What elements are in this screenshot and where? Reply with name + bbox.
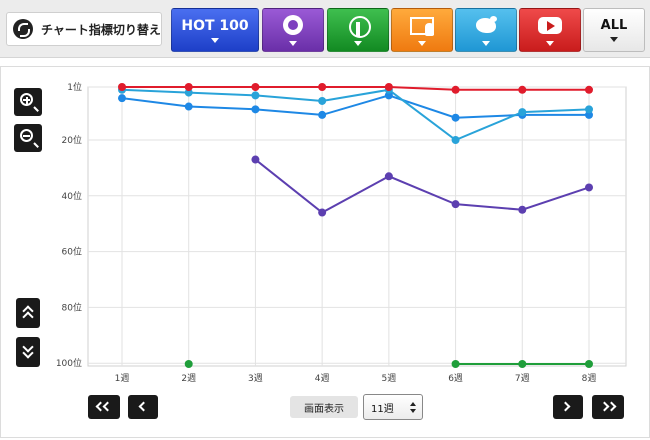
data-point: [585, 85, 593, 94]
zoom-out-button[interactable]: [14, 124, 42, 152]
data-point: [384, 91, 393, 100]
data-point: [251, 91, 260, 100]
data-point: [184, 102, 193, 111]
labels-layer: 1位 20位 40位 60位 80位 100位 1週 2週 3週 4週 5週 6週 7週 8週: [56, 81, 597, 384]
caret-down-icon: [211, 37, 219, 43]
data-point: [318, 110, 327, 119]
computer-disc-icon: [409, 15, 435, 37]
caret-down-icon: [354, 40, 362, 46]
data-point: [184, 360, 193, 368]
hot100-label: HOT 100: [181, 17, 249, 34]
y-tick-label: 100位: [56, 357, 82, 369]
switch-icon: [13, 19, 33, 39]
weeks-select-value: 11週: [371, 403, 394, 415]
data-point: [118, 83, 126, 91]
zoom-out-icon: [20, 129, 33, 142]
caret-down-icon: [482, 40, 490, 46]
data-point: [451, 136, 460, 145]
lines-layer: [121, 86, 590, 365]
zoom-in-icon: [20, 93, 33, 106]
data-point: [118, 94, 126, 103]
chart-switch-label: チャート指標切り替え: [6, 12, 162, 46]
data-point: [585, 360, 593, 368]
caret-down-icon: [289, 40, 297, 46]
display-label: 画面表示: [290, 396, 358, 418]
x-tick-label: 8週: [582, 373, 597, 384]
caret-down-icon: [546, 40, 554, 46]
radio-button[interactable]: [327, 8, 389, 52]
weeks-select[interactable]: 11週: [363, 394, 423, 420]
data-point: [451, 200, 460, 209]
data-point: [318, 96, 327, 105]
twitter-button[interactable]: [455, 8, 517, 52]
data-point: [318, 83, 327, 91]
look-button[interactable]: [262, 8, 324, 52]
youtube-play-icon: [537, 15, 563, 37]
data-point: [451, 85, 460, 94]
x-tick-label: 7週: [515, 373, 530, 384]
next-page-button[interactable]: [553, 395, 583, 419]
data-point: [384, 172, 393, 181]
data-point: [518, 85, 527, 94]
x-tick-label: 6週: [448, 373, 463, 384]
chart-switch-text: チャート指標切り替え: [41, 22, 161, 37]
all-button[interactable]: ALL: [583, 8, 645, 52]
data-point: [518, 360, 527, 368]
series-line: [122, 86, 589, 91]
chart-toolbar: チャート指標切り替え HOT 100 ALL: [0, 0, 650, 58]
prev-page-button[interactable]: [128, 395, 158, 419]
x-tick-label: 1週: [115, 373, 130, 384]
data-point: [384, 83, 393, 91]
twitter-bird-icon: [473, 15, 499, 37]
data-point: [585, 105, 593, 114]
grid-layer: [87, 86, 627, 367]
last-page-button[interactable]: [592, 395, 624, 419]
plot-frame: [87, 86, 627, 367]
all-label: ALL: [600, 18, 628, 33]
y-tick-label: 1位: [67, 81, 82, 93]
chevron-right-icon: [560, 401, 571, 412]
x-tick-label: 2週: [181, 373, 196, 384]
data-point: [251, 155, 260, 164]
y-tick-label: 40位: [62, 190, 82, 202]
data-point: [518, 205, 527, 214]
data-point: [585, 110, 593, 119]
data-point: [585, 183, 593, 192]
pc-button[interactable]: [391, 8, 453, 52]
points-layer: [118, 83, 593, 368]
youtube-button[interactable]: [519, 8, 581, 52]
scroll-up-button[interactable]: [16, 298, 40, 328]
data-point: [518, 108, 527, 117]
chevron-left-icon: [138, 401, 149, 412]
select-arrows-icon: [410, 402, 417, 414]
series-line: [121, 88, 590, 142]
x-tick-label: 3週: [248, 373, 263, 384]
hot100-button[interactable]: HOT 100: [171, 8, 259, 52]
data-point: [318, 208, 327, 217]
antenna-icon: [345, 15, 371, 38]
data-point: [184, 88, 193, 97]
y-tick-label: 60位: [62, 246, 82, 258]
scroll-down-button[interactable]: [16, 337, 40, 367]
data-point: [451, 360, 460, 368]
series-line: [254, 158, 590, 214]
first-page-button[interactable]: [88, 395, 120, 419]
y-tick-label: 20位: [62, 134, 82, 146]
data-point: [184, 83, 193, 91]
data-point: [251, 105, 260, 114]
data-point: [251, 83, 260, 91]
series-line: [121, 94, 589, 119]
caret-down-icon: [610, 37, 618, 42]
x-tick-label: 4週: [315, 373, 330, 384]
caret-down-icon: [418, 40, 426, 46]
x-tick-label: 5週: [381, 373, 396, 384]
zoom-in-button[interactable]: [14, 88, 42, 116]
disc-person-icon: [280, 14, 306, 37]
data-point: [451, 113, 460, 122]
y-tick-label: 80位: [62, 301, 82, 313]
